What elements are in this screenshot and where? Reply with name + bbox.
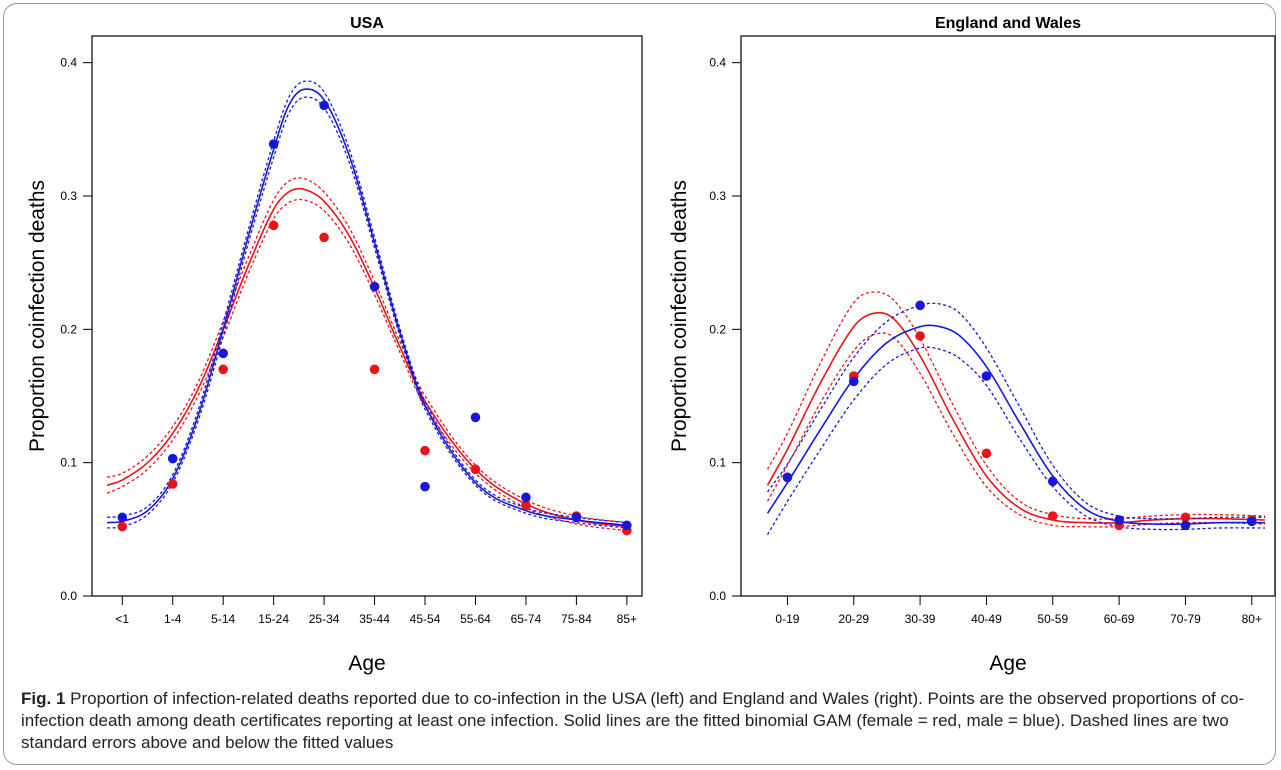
x-tick-label: 40-49 <box>971 612 1002 626</box>
y-tick-label: 0.1 <box>60 456 77 470</box>
data-point-male <box>218 348 228 359</box>
x-tick-label: 80+ <box>1242 612 1262 626</box>
data-point-female <box>1180 512 1191 523</box>
se-lower-line-male <box>766 346 1266 536</box>
y-tick-label: 0.2 <box>60 322 77 336</box>
y-tick-label: 0.1 <box>709 456 726 470</box>
x-tick-label: 20-29 <box>838 612 869 626</box>
se-lower-line-male <box>107 96 627 529</box>
x-tick-label: 0-19 <box>775 612 799 626</box>
x-tick-label: 50-59 <box>1037 612 1068 626</box>
se-upper-line-male <box>767 302 1266 520</box>
x-tick-label: <1 <box>115 612 129 626</box>
x-tick-label: 15-24 <box>258 612 289 626</box>
data-point-female <box>319 232 329 243</box>
fit-line-male <box>107 88 627 527</box>
y-tick-label: 0.4 <box>60 56 77 70</box>
chart-title: USA <box>350 15 384 32</box>
data-point-male <box>1246 516 1257 527</box>
data-point-male <box>981 371 992 381</box>
data-point-female <box>369 364 380 375</box>
fit-line-male <box>766 324 1266 526</box>
data-point-male <box>571 512 582 523</box>
x-axis-label: Age <box>989 652 1026 675</box>
x-tick-label: 55-64 <box>460 612 491 626</box>
x-tick-label: 60-69 <box>1104 612 1135 626</box>
data-point-female <box>420 445 430 456</box>
y-tick-label: 0.3 <box>60 189 77 203</box>
se-lower-line-female <box>766 332 1266 528</box>
fit-line-female <box>766 311 1266 524</box>
figure-caption: Fig. 1 Proportion of infection-related d… <box>21 688 1261 754</box>
x-tick-label: 75-84 <box>561 612 592 626</box>
data-point-female <box>470 464 481 475</box>
chart-title: England and Wales <box>935 15 1081 32</box>
y-tick-label: 0.2 <box>709 322 726 336</box>
data-point-male <box>848 376 859 387</box>
x-tick-label: 25-34 <box>309 612 340 626</box>
x-tick-label: 85+ <box>617 612 637 626</box>
data-point-male <box>470 412 481 423</box>
se-lower-line-female <box>106 198 627 532</box>
y-axis-label: Proportion coinfection deaths <box>26 180 49 452</box>
data-point-male <box>369 281 380 292</box>
data-point-female <box>915 331 925 341</box>
data-point-female <box>117 521 128 532</box>
x-tick-label: 45-54 <box>410 612 441 626</box>
plot-frame <box>740 35 1276 597</box>
data-point-male <box>521 492 531 503</box>
x-tick-label: 1-4 <box>164 612 182 626</box>
x-tick-label: 5-14 <box>211 612 235 626</box>
se-upper-line-female <box>766 291 1266 520</box>
caption-text: Proportion of infection-related deaths r… <box>21 689 1245 752</box>
caption-label: Fig. 1 <box>21 689 66 708</box>
data-point-male <box>167 453 178 464</box>
x-tick-label: 65-74 <box>511 612 542 626</box>
x-tick-label: 30-39 <box>905 612 936 626</box>
data-point-male <box>1114 515 1124 525</box>
data-point-male <box>1047 476 1058 487</box>
data-point-female <box>521 500 531 511</box>
data-point-male <box>319 100 329 111</box>
data-point-male <box>117 512 128 523</box>
fit-line-female <box>106 187 627 528</box>
data-point-female <box>981 448 992 459</box>
y-tick-label: 0.0 <box>60 589 77 603</box>
data-point-male <box>420 481 430 492</box>
data-point-female <box>1047 511 1058 521</box>
plot-frame <box>91 35 643 597</box>
x-tick-label: 35-44 <box>359 612 390 626</box>
data-point-male <box>268 139 279 149</box>
data-point-female <box>218 364 228 375</box>
figure-charts: USA 0.0 0.1 0.2 0.3 0.4 <1 1-4 5-14 15-24 25-34 35-… <box>26 15 1276 675</box>
chart-panel-1: USA 0.0 0.1 0.2 0.3 0.4 <1 1-4 5-14 15-24 25-34 35-… <box>26 15 643 675</box>
data-point-female <box>268 220 279 231</box>
x-tick-label: 70-79 <box>1170 612 1201 626</box>
chart-panel-2: England and Wales 0.0 0.1 0.2 0.3 0.4 0-19 20-2… <box>668 15 1276 675</box>
se-upper-line-female <box>106 177 627 524</box>
se-upper-line-male <box>107 80 627 524</box>
y-tick-label: 0.0 <box>709 589 726 603</box>
y-tick-label: 0.3 <box>709 189 726 203</box>
y-tick-label: 0.4 <box>709 56 726 70</box>
data-point-male <box>622 520 632 531</box>
data-point-male <box>782 472 793 483</box>
data-point-male <box>915 300 925 311</box>
x-axis-label: Age <box>348 652 385 675</box>
data-point-female <box>167 479 178 489</box>
y-axis-label: Proportion coinfection deaths <box>668 180 691 452</box>
data-point-male <box>1180 520 1191 531</box>
